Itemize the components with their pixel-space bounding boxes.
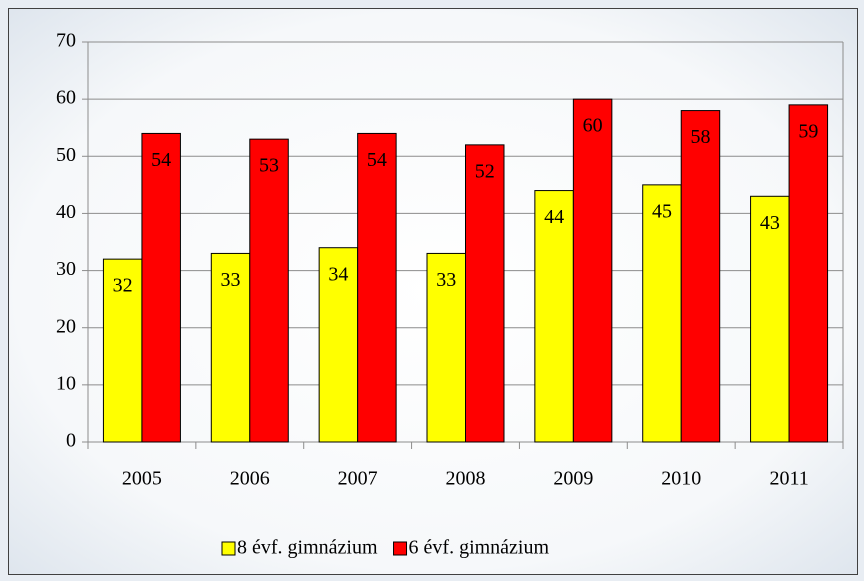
- y-tick-label: 70: [56, 30, 76, 52]
- bar: [680, 110, 721, 443]
- bar: [788, 104, 829, 443]
- y-tick-label: 30: [56, 258, 76, 280]
- bar: [426, 252, 466, 443]
- bar: [534, 190, 574, 443]
- value-label: 34: [328, 263, 348, 285]
- bar: [465, 144, 505, 443]
- y-tick-label: 20: [56, 315, 76, 337]
- value-label: 44: [544, 206, 564, 228]
- value-label: 32: [113, 275, 133, 297]
- bar: [750, 195, 790, 443]
- value-label: 45: [652, 200, 672, 222]
- legend-swatch: [393, 541, 408, 556]
- x-tick-label: 2011: [769, 468, 808, 490]
- y-tick-label: 0: [66, 430, 76, 452]
- y-tick-label: 60: [56, 87, 76, 109]
- bar: [572, 98, 613, 443]
- value-label: 60: [583, 115, 603, 137]
- y-tick-label: 40: [56, 201, 76, 223]
- y-tick-label: 10: [56, 372, 76, 394]
- y-tick-label: 50: [56, 144, 76, 166]
- value-label: 33: [221, 269, 241, 291]
- value-label: 58: [690, 126, 710, 148]
- value-label: 52: [475, 160, 495, 182]
- x-tick-label: 2009: [553, 468, 593, 490]
- bar: [210, 252, 251, 443]
- x-tick-label: 2006: [230, 468, 270, 490]
- legend-swatch: [221, 541, 236, 556]
- x-tick-label: 2007: [338, 468, 378, 490]
- x-tick-label: 2010: [661, 468, 701, 490]
- bar: [642, 184, 682, 443]
- legend-label: 6 évf. gimnázium: [409, 537, 550, 559]
- x-tick-label: 2008: [446, 468, 486, 490]
- x-tick-label: 2005: [122, 468, 162, 490]
- legend-label: 8 évf. gimnázium: [237, 537, 378, 559]
- value-label: 33: [436, 269, 456, 291]
- value-label: 53: [259, 155, 279, 177]
- value-label: 43: [760, 212, 780, 234]
- bar: [357, 132, 397, 443]
- bar: [141, 132, 181, 443]
- value-label: 54: [151, 149, 171, 171]
- bar: [318, 247, 359, 443]
- value-label: 59: [798, 120, 818, 142]
- bar: [249, 138, 289, 443]
- value-label: 54: [367, 149, 387, 171]
